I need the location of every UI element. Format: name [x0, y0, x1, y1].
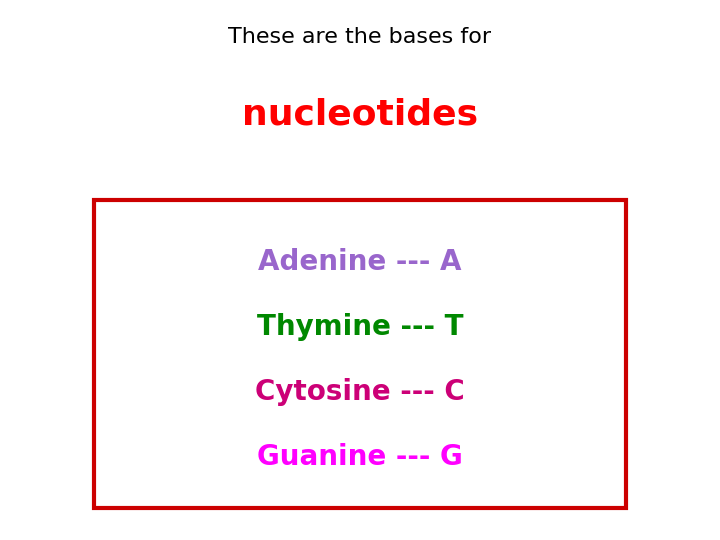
Text: Adenine --- A: Adenine --- A: [258, 248, 462, 276]
Text: These are the bases for: These are the bases for: [228, 27, 492, 47]
Text: Guanine --- G: Guanine --- G: [257, 443, 463, 471]
Text: Thymine --- T: Thymine --- T: [257, 313, 463, 341]
Text: Cytosine --- C: Cytosine --- C: [255, 378, 465, 406]
Text: nucleotides: nucleotides: [242, 97, 478, 131]
FancyBboxPatch shape: [94, 200, 626, 508]
